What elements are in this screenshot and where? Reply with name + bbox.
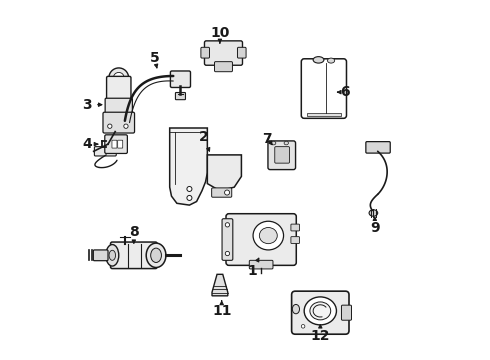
FancyBboxPatch shape <box>93 250 108 261</box>
FancyBboxPatch shape <box>112 140 117 148</box>
Ellipse shape <box>369 210 378 216</box>
FancyBboxPatch shape <box>118 140 122 148</box>
FancyBboxPatch shape <box>291 224 299 231</box>
Ellipse shape <box>187 195 192 201</box>
FancyBboxPatch shape <box>366 141 390 153</box>
FancyBboxPatch shape <box>238 47 246 58</box>
Text: 5: 5 <box>150 51 160 68</box>
Ellipse shape <box>253 221 284 250</box>
Ellipse shape <box>109 250 116 260</box>
Ellipse shape <box>124 124 128 129</box>
Polygon shape <box>212 274 228 296</box>
FancyBboxPatch shape <box>105 135 127 153</box>
Ellipse shape <box>106 244 119 266</box>
Ellipse shape <box>301 324 305 328</box>
Text: 11: 11 <box>212 301 231 318</box>
FancyBboxPatch shape <box>105 98 132 117</box>
Ellipse shape <box>224 190 230 195</box>
Ellipse shape <box>225 251 230 256</box>
FancyBboxPatch shape <box>222 219 233 260</box>
Ellipse shape <box>146 243 166 267</box>
FancyBboxPatch shape <box>95 147 116 156</box>
Polygon shape <box>207 155 242 191</box>
FancyBboxPatch shape <box>342 305 351 320</box>
FancyBboxPatch shape <box>215 62 232 72</box>
Ellipse shape <box>293 305 299 314</box>
FancyBboxPatch shape <box>111 242 157 269</box>
Text: 4: 4 <box>82 137 98 151</box>
Text: 6: 6 <box>338 85 350 99</box>
Ellipse shape <box>259 228 277 244</box>
Ellipse shape <box>313 57 324 63</box>
FancyBboxPatch shape <box>292 291 349 334</box>
FancyBboxPatch shape <box>171 71 191 87</box>
FancyBboxPatch shape <box>103 112 135 133</box>
Text: 9: 9 <box>370 217 380 235</box>
Ellipse shape <box>151 248 161 262</box>
Polygon shape <box>170 128 207 205</box>
Ellipse shape <box>109 68 129 87</box>
FancyBboxPatch shape <box>204 41 243 65</box>
FancyBboxPatch shape <box>249 260 273 269</box>
Text: 2: 2 <box>199 130 210 151</box>
FancyBboxPatch shape <box>301 59 346 118</box>
FancyBboxPatch shape <box>268 141 295 170</box>
Text: 8: 8 <box>129 225 139 243</box>
FancyBboxPatch shape <box>175 93 186 100</box>
FancyBboxPatch shape <box>275 147 290 163</box>
Ellipse shape <box>187 186 192 192</box>
FancyBboxPatch shape <box>226 214 296 265</box>
Ellipse shape <box>225 223 230 227</box>
FancyBboxPatch shape <box>201 47 210 58</box>
Ellipse shape <box>113 72 124 83</box>
Bar <box>307 113 341 116</box>
Ellipse shape <box>108 124 112 129</box>
Ellipse shape <box>284 141 289 145</box>
Ellipse shape <box>327 58 335 63</box>
Text: 3: 3 <box>82 98 102 112</box>
Text: 10: 10 <box>210 26 230 43</box>
Text: 12: 12 <box>311 325 330 343</box>
Ellipse shape <box>304 297 337 325</box>
FancyBboxPatch shape <box>212 188 232 197</box>
Ellipse shape <box>310 302 331 320</box>
FancyBboxPatch shape <box>107 76 131 103</box>
Text: 1: 1 <box>247 258 259 278</box>
Text: 7: 7 <box>263 132 272 146</box>
FancyBboxPatch shape <box>291 237 299 243</box>
Ellipse shape <box>271 141 276 145</box>
